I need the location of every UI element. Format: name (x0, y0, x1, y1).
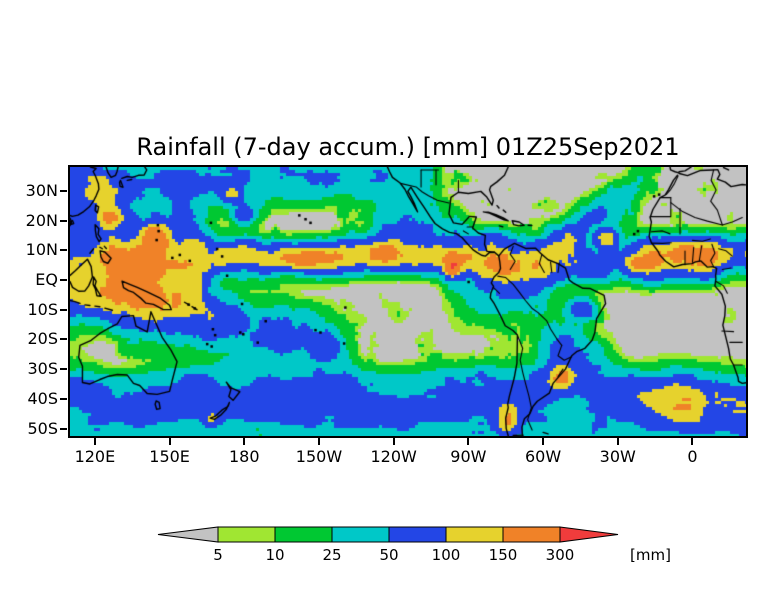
y-tick-mark (60, 427, 67, 430)
legend-tick-label: 25 (322, 546, 341, 564)
x-tick-mark (392, 438, 395, 445)
chart-title: Rainfall (7-day accum.) [mm] 01Z25Sep202… (136, 133, 680, 161)
y-tick-mark (60, 308, 67, 311)
legend-above-max-arrow (559, 526, 619, 543)
y-tick-label: 20S (27, 329, 58, 349)
x-tick-mark (168, 438, 171, 445)
x-tick-label: 60W (524, 447, 562, 466)
y-tick-mark (60, 397, 67, 400)
legend-swatch (331, 526, 390, 543)
x-tick-label: 120W (370, 447, 417, 466)
y-tick-mark (60, 189, 67, 192)
legend-tick-label: 5 (213, 546, 223, 564)
x-tick-label: 0 (687, 447, 698, 466)
y-tick-label: 30N (25, 180, 58, 200)
x-tick-label: 180 (229, 447, 260, 466)
y-tick-mark (60, 338, 67, 341)
x-tick-label: 90W (450, 447, 487, 466)
y-tick-mark (60, 219, 67, 222)
legend-tick-label: 150 (489, 546, 518, 564)
legend-swatch (388, 526, 447, 543)
legend-units-label: [mm] (630, 546, 670, 564)
y-tick-label: 30S (27, 359, 58, 379)
color-legend: 5 10 25 50 100 150 300 [mm] (157, 526, 670, 564)
legend-tick-label: 10 (265, 546, 284, 564)
legend-below-min-arrow (157, 526, 219, 543)
y-tick-label: 10S (27, 299, 58, 319)
x-tick-label: 150W (295, 447, 343, 466)
legend-swatch (502, 526, 561, 543)
x-tick-mark (691, 438, 694, 445)
x-tick-mark (542, 438, 545, 445)
legend-tick-label: 100 (432, 546, 461, 564)
x-tick-label: 120E (74, 447, 116, 466)
legend-swatch (217, 526, 276, 543)
legend-tick-label: 50 (379, 546, 398, 564)
x-tick-mark (93, 438, 96, 445)
y-tick-label: 40S (27, 388, 58, 408)
x-tick-mark (317, 438, 320, 445)
x-tick-label: 30W (599, 447, 636, 466)
legend-swatch (274, 526, 333, 543)
y-tick-mark (60, 278, 67, 281)
legend-swatch (445, 526, 504, 543)
x-tick-mark (616, 438, 619, 445)
y-tick-label: EQ (35, 269, 58, 289)
rainfall-field-canvas (70, 167, 746, 436)
x-tick-label: 150E (149, 447, 190, 466)
x-tick-mark (467, 438, 470, 445)
y-tick-mark (60, 249, 67, 252)
x-tick-mark (243, 438, 246, 445)
map-frame (68, 165, 748, 438)
y-tick-mark (60, 368, 67, 371)
y-tick-label: 20N (25, 210, 58, 230)
y-tick-label: 50S (27, 418, 58, 438)
y-tick-label: 10N (25, 240, 58, 260)
legend-tick-label: 300 (546, 546, 575, 564)
